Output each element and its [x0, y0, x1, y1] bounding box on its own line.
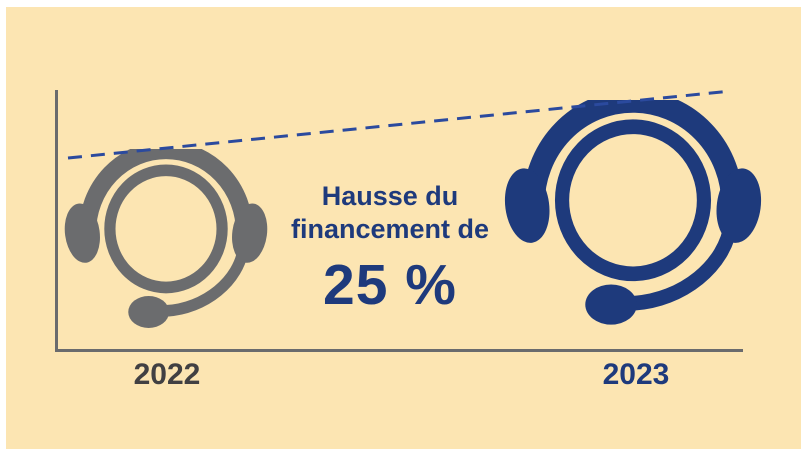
headset-icon-2022: [64, 149, 268, 345]
annotation-percentage: 25 %: [323, 252, 457, 317]
x-tick-label-2022: 2022: [133, 358, 201, 391]
headset-icon-2023: [504, 100, 762, 346]
annotation-line-2: financement de: [290, 213, 490, 244]
increase-annotation: Hausse du financement de 25 %: [283, 180, 497, 318]
chart-panel: [6, 7, 801, 449]
x-axis-line: [55, 349, 743, 352]
y-axis-line: [55, 90, 58, 352]
x-tick-label-2023: 2023: [602, 358, 670, 391]
annotation-line-1: Hausse du: [321, 181, 459, 211]
